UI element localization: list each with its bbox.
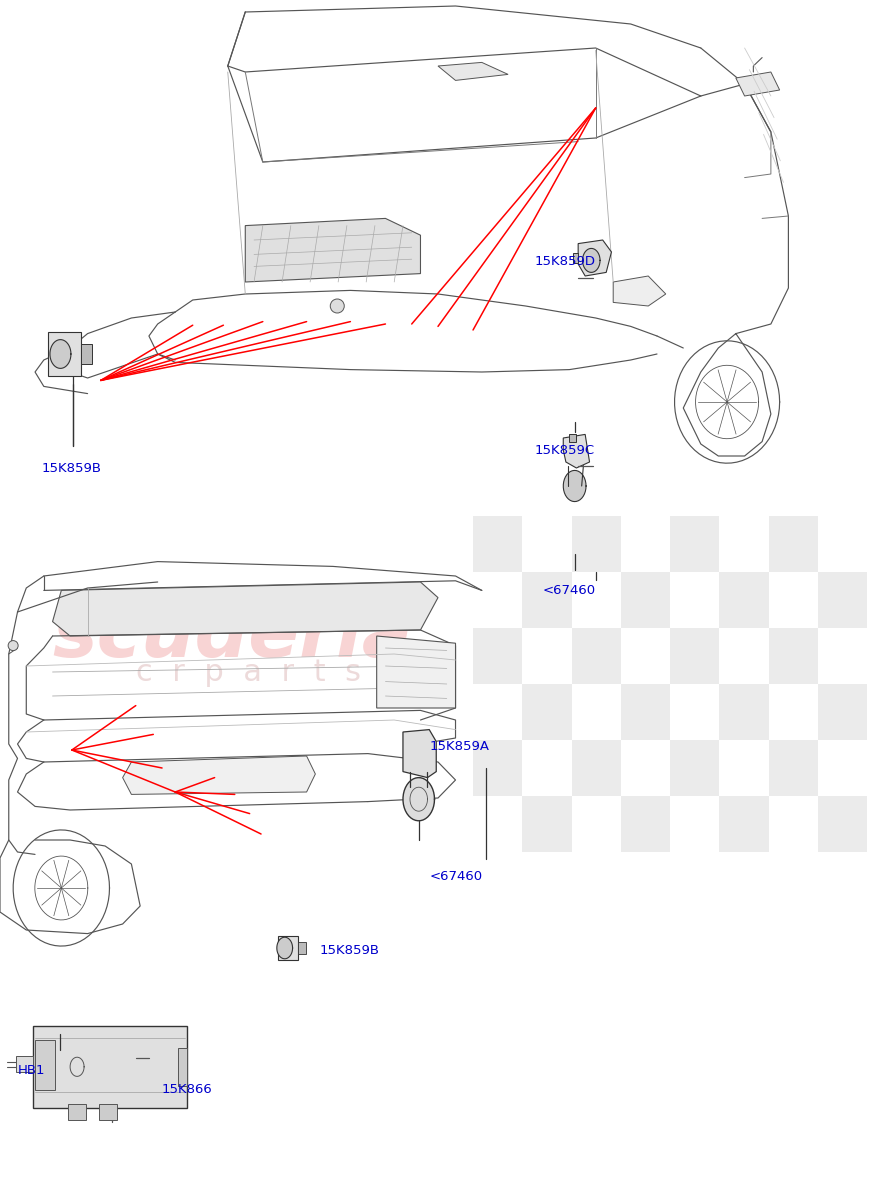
Text: <67460: <67460: [429, 870, 483, 882]
Polygon shape: [50, 340, 71, 368]
Polygon shape: [48, 332, 81, 376]
Polygon shape: [613, 276, 666, 306]
Bar: [769, 740, 818, 796]
Bar: [769, 628, 818, 684]
Text: scuderia: scuderia: [53, 600, 413, 673]
Text: 15K859A: 15K859A: [429, 740, 489, 752]
Polygon shape: [569, 434, 576, 442]
Bar: [621, 572, 670, 628]
Bar: [473, 740, 522, 796]
Bar: [719, 684, 768, 740]
Bar: [670, 740, 719, 796]
Polygon shape: [278, 936, 298, 960]
Bar: [522, 572, 571, 628]
Bar: [571, 740, 621, 796]
Bar: [818, 684, 867, 740]
Bar: [818, 572, 867, 628]
Text: 15K859B: 15K859B: [42, 462, 102, 474]
Bar: [473, 628, 522, 684]
Polygon shape: [35, 1040, 55, 1090]
Bar: [473, 516, 522, 572]
Polygon shape: [583, 248, 600, 272]
Polygon shape: [123, 756, 315, 794]
Polygon shape: [573, 253, 578, 263]
Bar: [571, 516, 621, 572]
Bar: [571, 628, 621, 684]
Bar: [621, 684, 670, 740]
Polygon shape: [377, 636, 456, 708]
Bar: [769, 516, 818, 572]
Polygon shape: [245, 218, 420, 282]
Bar: [719, 796, 768, 852]
Polygon shape: [33, 1026, 187, 1108]
Bar: [522, 796, 571, 852]
Bar: [522, 684, 571, 740]
Text: HB1: HB1: [18, 1064, 45, 1076]
Polygon shape: [403, 730, 436, 778]
Bar: [670, 516, 719, 572]
Text: 15K859B: 15K859B: [320, 944, 379, 956]
Polygon shape: [277, 937, 293, 959]
Polygon shape: [403, 778, 434, 821]
Bar: [621, 796, 670, 852]
Text: c  r  p  a  r  t  s: c r p a r t s: [136, 658, 361, 686]
Circle shape: [8, 641, 18, 650]
Polygon shape: [16, 1056, 33, 1072]
Polygon shape: [438, 62, 508, 80]
Polygon shape: [178, 1048, 187, 1086]
Polygon shape: [81, 344, 92, 364]
Text: 15K859D: 15K859D: [534, 256, 596, 268]
Bar: [719, 572, 768, 628]
Polygon shape: [563, 470, 586, 502]
Polygon shape: [68, 1104, 86, 1120]
Polygon shape: [99, 1104, 117, 1120]
Text: <67460: <67460: [543, 584, 597, 596]
Circle shape: [330, 299, 344, 313]
Bar: [818, 796, 867, 852]
Polygon shape: [298, 942, 306, 954]
Polygon shape: [736, 72, 780, 96]
Text: 15K866: 15K866: [162, 1084, 213, 1096]
Polygon shape: [53, 582, 438, 636]
Text: 15K859C: 15K859C: [534, 444, 595, 456]
Polygon shape: [563, 434, 590, 468]
Bar: [670, 628, 719, 684]
Polygon shape: [578, 240, 611, 276]
